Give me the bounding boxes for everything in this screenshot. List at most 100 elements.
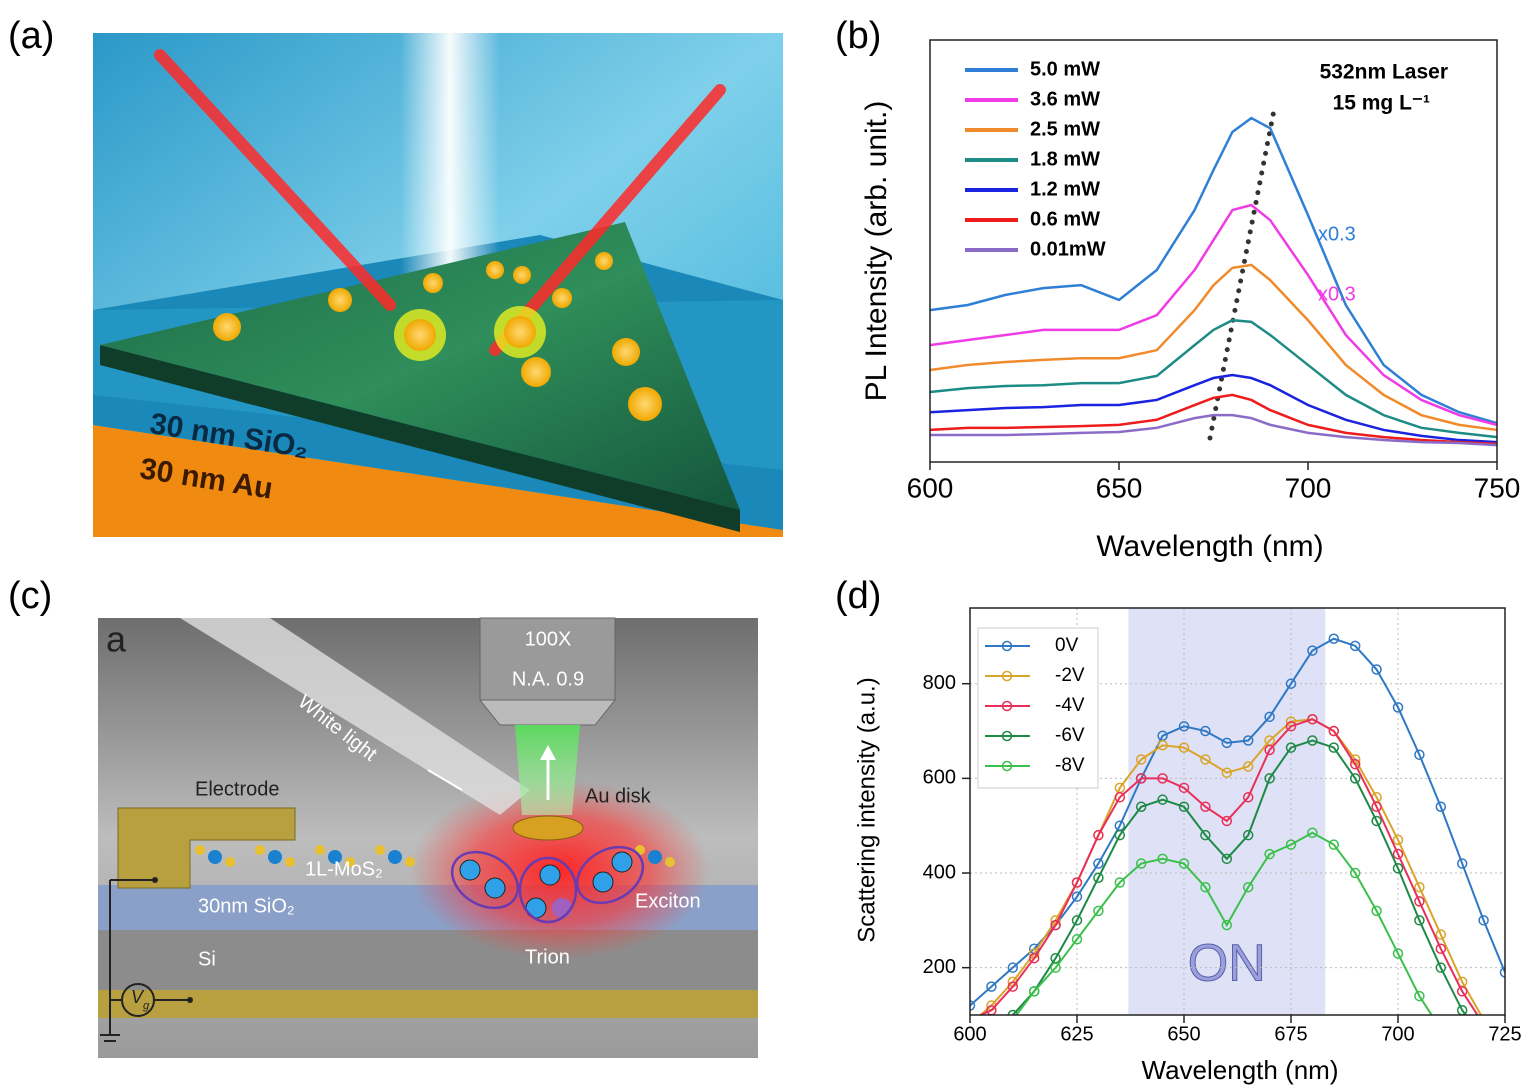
point bbox=[1392, 948, 1404, 959]
point bbox=[1371, 905, 1382, 917]
point bbox=[1264, 744, 1275, 756]
point bbox=[1414, 990, 1425, 1002]
series-line bbox=[978, 718, 1479, 1015]
point bbox=[1221, 919, 1233, 931]
point bbox=[1371, 815, 1382, 827]
point bbox=[1456, 986, 1468, 997]
label: Si bbox=[198, 948, 216, 970]
point bbox=[1071, 915, 1083, 926]
point bbox=[1328, 633, 1340, 645]
label: Exciton bbox=[635, 890, 701, 912]
point bbox=[1392, 848, 1404, 860]
y-tick-label: 200 bbox=[923, 956, 956, 978]
point bbox=[1071, 934, 1083, 945]
annotation: 532nm Laser bbox=[1320, 61, 1448, 84]
legend-label: 5.0 mW bbox=[1030, 58, 1100, 80]
point bbox=[1135, 773, 1147, 784]
point bbox=[1285, 721, 1297, 732]
point bbox=[1414, 749, 1425, 760]
point bbox=[987, 1025, 996, 1034]
point bbox=[1392, 702, 1404, 713]
point bbox=[1481, 1014, 1486, 1015]
annotation: 15 mg L⁻¹ bbox=[1333, 92, 1430, 115]
x-tick-label: 750 bbox=[1474, 472, 1521, 503]
point bbox=[1307, 827, 1318, 839]
point bbox=[1435, 962, 1447, 973]
x-tick-label: 650 bbox=[1096, 472, 1143, 503]
series-line bbox=[929, 318, 1498, 439]
point bbox=[1414, 881, 1425, 893]
legend-label: 3.6 mW bbox=[1030, 88, 1100, 110]
point bbox=[1157, 739, 1168, 751]
point bbox=[1157, 853, 1168, 865]
point bbox=[1135, 858, 1147, 869]
point bbox=[1135, 754, 1147, 765]
point bbox=[1307, 735, 1318, 746]
panel-label: (c) bbox=[8, 575, 52, 617]
x-tick-label: 675 bbox=[1274, 1023, 1307, 1045]
x-tick-label: 625 bbox=[1060, 1023, 1093, 1045]
point bbox=[1264, 848, 1275, 860]
series-line bbox=[979, 718, 1483, 1015]
legend-box bbox=[977, 627, 1099, 789]
point bbox=[1093, 872, 1104, 884]
series-line bbox=[929, 373, 1498, 444]
trend-dots bbox=[1207, 102, 1278, 441]
point bbox=[966, 1058, 975, 1067]
panel-label: (a) bbox=[8, 15, 54, 57]
point bbox=[1050, 919, 1061, 931]
point bbox=[1307, 645, 1318, 656]
x-tick-label: 700 bbox=[1381, 1023, 1414, 1045]
point bbox=[1200, 725, 1211, 737]
legend-marker bbox=[1001, 730, 1013, 742]
point bbox=[1200, 881, 1211, 893]
x-tick-label: 700 bbox=[1285, 472, 1332, 503]
x-tick-label: 725 bbox=[1488, 1023, 1521, 1045]
point bbox=[1328, 725, 1340, 737]
point bbox=[1200, 829, 1211, 841]
point bbox=[970, 1000, 976, 1011]
point bbox=[1285, 742, 1297, 753]
point bbox=[1221, 815, 1233, 827]
highlight-label: ON bbox=[1188, 935, 1266, 993]
legend-label: -2V bbox=[1055, 665, 1085, 686]
series-line bbox=[929, 203, 1498, 427]
point bbox=[1157, 794, 1168, 805]
x-tick-label: 650 bbox=[1167, 1023, 1200, 1045]
point bbox=[1349, 758, 1361, 770]
label: Electrode bbox=[195, 778, 280, 800]
legend-label: 0.6 mW bbox=[1030, 208, 1100, 230]
legend-label: 0V bbox=[1055, 635, 1079, 656]
point bbox=[1178, 858, 1190, 869]
point bbox=[1501, 1058, 1510, 1067]
x-tick-label: 600 bbox=[953, 1023, 986, 1045]
point bbox=[1436, 1025, 1445, 1034]
label: 1L-MoS₂ bbox=[305, 858, 383, 880]
point bbox=[1242, 829, 1254, 841]
point bbox=[1007, 962, 1019, 973]
plot-frame bbox=[969, 607, 1506, 1016]
gate-sub: g bbox=[143, 1000, 150, 1012]
point bbox=[1479, 1058, 1488, 1067]
point bbox=[1007, 1009, 1019, 1015]
legend-label: 0.01mW bbox=[1030, 238, 1106, 260]
point bbox=[1349, 867, 1361, 879]
point bbox=[1135, 801, 1147, 813]
point bbox=[1010, 1014, 1016, 1015]
point bbox=[1157, 773, 1168, 784]
point bbox=[987, 1044, 996, 1053]
legend-label: 1.8 mW bbox=[1030, 148, 1100, 170]
y-tick-label: 800 bbox=[923, 672, 956, 694]
point bbox=[1479, 1034, 1488, 1043]
point bbox=[1478, 915, 1489, 926]
legend-label: -6V bbox=[1055, 725, 1085, 746]
point bbox=[1349, 773, 1361, 784]
x-axis-label: Wavelength (nm) bbox=[1142, 1055, 1339, 1085]
point bbox=[1264, 711, 1275, 723]
corner-label: a bbox=[106, 619, 127, 660]
point bbox=[1328, 742, 1340, 753]
point bbox=[1501, 1058, 1510, 1067]
y-axis-label: Scattering intensity (a.u.) bbox=[853, 677, 880, 942]
plot-area bbox=[966, 633, 1510, 1067]
point bbox=[1479, 1020, 1488, 1029]
